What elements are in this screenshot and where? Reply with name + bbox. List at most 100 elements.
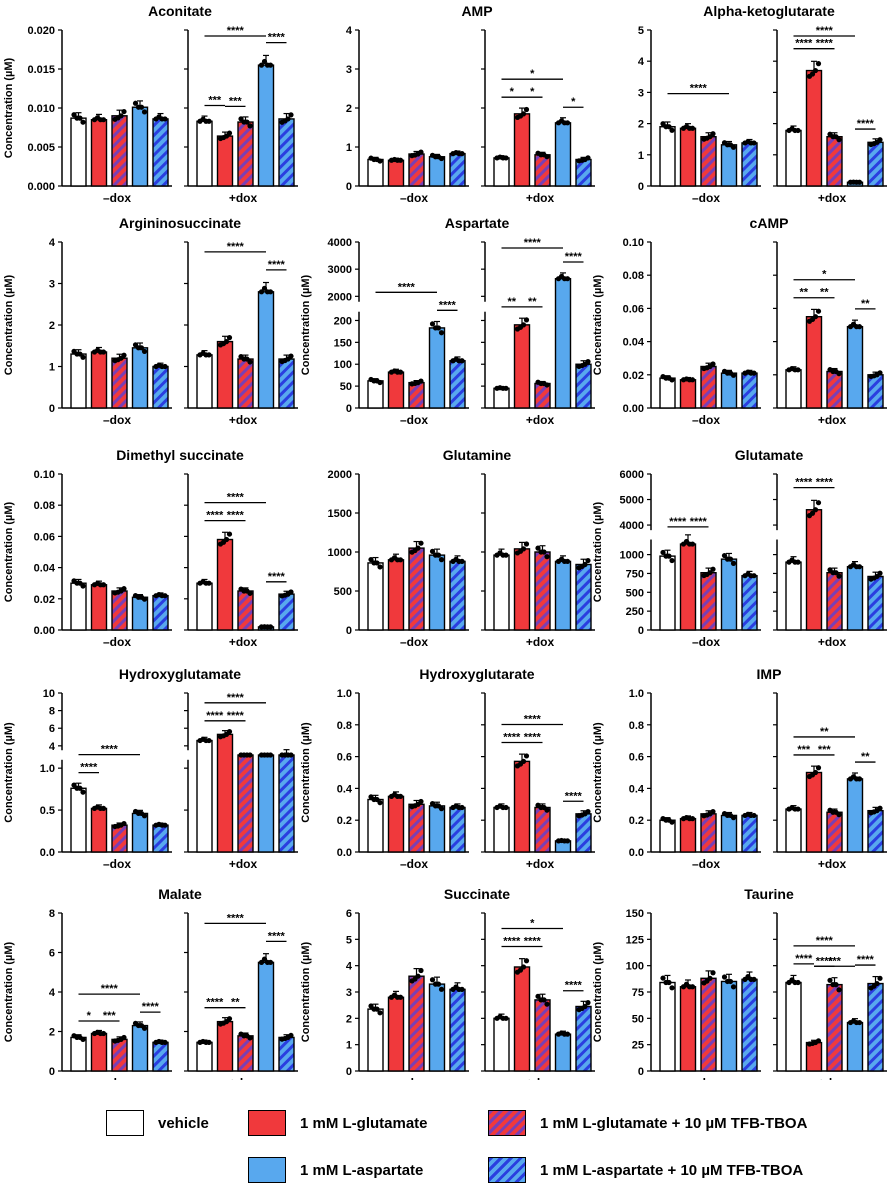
- data-point: [812, 769, 819, 776]
- data-point: [121, 586, 127, 592]
- y-tick-label: 25: [632, 1040, 644, 1052]
- data-point: [77, 115, 83, 121]
- bar-aspartate: [257, 754, 275, 853]
- bar-glutamate: [90, 584, 108, 631]
- y-axis-label: Concentration (µM): [3, 941, 15, 1042]
- significance-label: ****: [268, 32, 286, 44]
- data-point: [226, 531, 233, 537]
- chart-panel-taurine: Taurine Concentration (µM) 0 25 50 75 100 125 15…: [592, 886, 887, 1080]
- significance-label: ****: [795, 477, 813, 489]
- data-point: [710, 808, 716, 815]
- bar-glu-tfb: [534, 999, 551, 1072]
- data-point: [669, 127, 675, 133]
- bar-vehicle: [70, 582, 87, 631]
- data-point: [877, 570, 883, 576]
- bar-glu-tfb: [700, 571, 717, 631]
- bar-glu-tfb: [111, 357, 128, 409]
- bar-aspartate: [846, 1021, 864, 1072]
- chart-panel-argininosuccinate: Argininosuccinate Concentration (µM) 0 1 2 3 4…: [3, 215, 298, 427]
- chart-title: Glutamine: [443, 447, 512, 463]
- significance-label: ****: [524, 731, 542, 743]
- y-tick-label: 0.00: [34, 625, 55, 637]
- data-point: [247, 1035, 253, 1041]
- data-point: [503, 552, 509, 558]
- data-point: [544, 154, 550, 160]
- bar-asp-tfb: [741, 372, 758, 409]
- x-group-label: –dox: [400, 857, 428, 871]
- data-point: [459, 358, 465, 364]
- data-point: [836, 371, 842, 377]
- bar-vehicle: [196, 582, 213, 631]
- bar-vehicle: [196, 120, 213, 187]
- significance-label: ****: [227, 241, 245, 253]
- y-axis-label: Concentration (µM): [300, 274, 312, 375]
- data-point: [226, 1016, 233, 1022]
- data-point: [397, 994, 404, 1000]
- y-tick-label: 0: [346, 403, 352, 415]
- y-tick-label: 0.8: [629, 720, 644, 732]
- y-tick-label: 100: [334, 359, 352, 371]
- data-point: [438, 557, 445, 563]
- bar-glutamate: [90, 807, 108, 853]
- data-point: [520, 322, 527, 328]
- bar-aspartate: [131, 347, 149, 409]
- bar-glutamate: [387, 795, 405, 853]
- significance-label: *: [87, 1010, 92, 1022]
- data-point: [100, 582, 107, 588]
- bar-glu-tfb: [237, 358, 254, 409]
- bar-glutamate: [387, 559, 405, 631]
- data-point: [80, 1036, 86, 1043]
- significance-label: ****: [524, 237, 542, 249]
- bar-aspartate: [554, 560, 572, 631]
- data-point: [727, 978, 734, 985]
- data-point: [730, 372, 737, 378]
- data-point: [121, 352, 127, 358]
- bar-aspartate: [428, 983, 446, 1072]
- significance-label: ***: [103, 1010, 117, 1022]
- bar-glutamate: [387, 371, 405, 409]
- data-point: [247, 359, 253, 365]
- bar-glu-tfb: [111, 824, 128, 853]
- x-group-label: –dox: [103, 191, 131, 205]
- significance-label: **: [231, 997, 240, 1009]
- bar-glutamate: [387, 996, 405, 1072]
- data-point: [877, 137, 883, 143]
- data-point: [377, 158, 383, 164]
- bar-vehicle: [196, 354, 213, 409]
- significance-label: *: [822, 269, 827, 281]
- bar-vehicle: [493, 387, 510, 409]
- data-point: [710, 361, 716, 367]
- y-tick-label: 4: [49, 987, 56, 999]
- data-point: [564, 558, 571, 564]
- data-point: [267, 62, 274, 68]
- bar-glu-tfb: [534, 806, 551, 853]
- data-point: [836, 987, 842, 993]
- y-tick-label: 1: [346, 1040, 352, 1052]
- x-group-label: –dox: [692, 635, 720, 649]
- bar-glu-tfb: [700, 813, 717, 853]
- data-point: [795, 806, 801, 812]
- y-tick-label: 1000: [620, 550, 644, 562]
- y-tick-label: 500: [334, 586, 352, 598]
- y-axis-label: Concentration (µM): [3, 722, 15, 823]
- y-axis-label: Concentration (µM): [3, 57, 15, 158]
- data-point: [258, 289, 265, 295]
- significance-label: *: [530, 68, 535, 80]
- x-group-label: +dox: [818, 635, 847, 649]
- significance-label: **: [861, 751, 870, 763]
- data-point: [666, 124, 672, 130]
- data-point: [874, 980, 880, 987]
- bar-glutamate: [805, 316, 823, 409]
- bar-aspartate: [554, 122, 572, 187]
- legend-vehicle: vehicle: [106, 1110, 209, 1136]
- bar-vehicle: [70, 117, 87, 187]
- x-group-label: +dox: [229, 635, 258, 649]
- data-point: [795, 559, 801, 565]
- y-tick-label: 5: [346, 934, 352, 946]
- bar-vehicle: [659, 981, 676, 1072]
- y-tick-label: 0.020: [27, 25, 55, 37]
- significance-label: ****: [206, 710, 224, 722]
- bar-asp-tfb: [741, 575, 758, 631]
- data-point: [809, 71, 816, 77]
- y-tick-label: 4: [49, 237, 56, 249]
